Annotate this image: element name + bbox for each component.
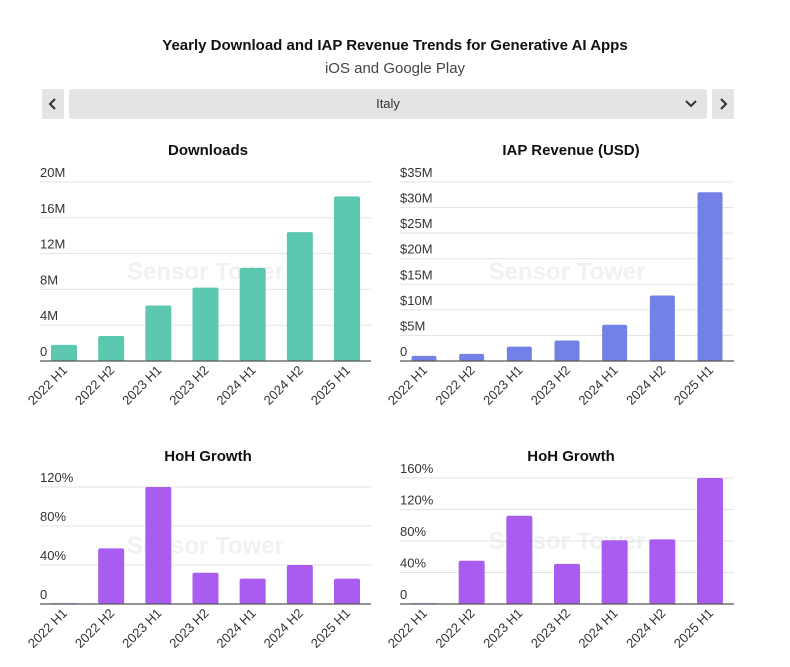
x-tick-label: 2022 H2 bbox=[432, 606, 477, 651]
y-tick-label: $25M bbox=[400, 216, 433, 231]
bar-2023-h1[interactable] bbox=[506, 346, 532, 361]
bar-2023-h1[interactable] bbox=[145, 305, 172, 361]
y-tick-label: 0 bbox=[40, 587, 47, 602]
chart-title: HoH Growth bbox=[527, 448, 615, 465]
y-tick-label: $20M bbox=[400, 242, 433, 257]
y-tick-label: 120% bbox=[40, 470, 74, 485]
x-tick-label: 2023 H2 bbox=[528, 363, 573, 408]
bar-2022-h2[interactable] bbox=[458, 560, 485, 604]
x-tick-label: 2022 H1 bbox=[25, 606, 70, 651]
bar-2023-h1[interactable] bbox=[506, 515, 533, 604]
y-tick-label: 160% bbox=[400, 461, 434, 476]
bar-2024-h2[interactable] bbox=[649, 295, 675, 361]
x-tick-label: 2023 H1 bbox=[480, 363, 525, 408]
y-tick-label: 40% bbox=[400, 556, 426, 571]
chevron-left-icon bbox=[48, 98, 56, 110]
bar-2022-h1[interactable] bbox=[51, 344, 77, 361]
x-tick-label: 2024 H2 bbox=[261, 363, 306, 408]
bar-2024-h2[interactable] bbox=[649, 539, 676, 604]
chevron-right-icon bbox=[720, 98, 728, 110]
bar-2025-h1[interactable] bbox=[697, 192, 723, 361]
x-tick-label: 2024 H1 bbox=[213, 363, 258, 408]
bar-2022-h2[interactable] bbox=[98, 548, 125, 604]
chart-title: Downloads bbox=[168, 142, 248, 159]
y-tick-label: 0 bbox=[40, 344, 47, 359]
y-tick-label: 80% bbox=[400, 524, 426, 539]
country-select-value: Italy bbox=[376, 96, 400, 111]
y-tick-label: 80% bbox=[40, 509, 66, 524]
bar-2024-h1[interactable] bbox=[602, 324, 628, 361]
x-tick-label: 2025 H1 bbox=[671, 363, 716, 408]
bar-2024-h2[interactable] bbox=[286, 565, 313, 604]
watermark: Sensor Tower bbox=[489, 259, 646, 286]
x-tick-label: 2024 H1 bbox=[575, 363, 620, 408]
x-tick-label: 2022 H1 bbox=[385, 606, 430, 651]
country-select[interactable]: Italy bbox=[69, 89, 707, 119]
x-tick-label: 2025 H1 bbox=[671, 606, 716, 651]
bar-2024-h1[interactable] bbox=[239, 578, 266, 604]
bar-2024-h1[interactable] bbox=[239, 267, 266, 361]
bar-2023-h2[interactable] bbox=[554, 563, 580, 604]
bar-2024-h1[interactable] bbox=[601, 540, 628, 604]
x-tick-label: 2023 H1 bbox=[119, 606, 164, 651]
y-tick-label: $30M bbox=[400, 191, 433, 206]
bar-2025-h1[interactable] bbox=[697, 478, 723, 604]
chart-title: HoH Growth bbox=[164, 448, 252, 465]
x-tick-label: 2025 H1 bbox=[308, 363, 353, 408]
x-tick-label: 2023 H1 bbox=[119, 363, 164, 408]
y-tick-label: 16M bbox=[40, 201, 65, 216]
bar-2024-h2[interactable] bbox=[286, 232, 313, 361]
chart-title: IAP Revenue (USD) bbox=[502, 142, 639, 159]
bar-2025-h1[interactable] bbox=[334, 578, 360, 604]
bar-2025-h1[interactable] bbox=[334, 196, 360, 361]
bar-2022-h1[interactable] bbox=[411, 355, 437, 361]
x-tick-label: 2023 H1 bbox=[480, 606, 525, 651]
x-tick-label: 2022 H2 bbox=[72, 606, 117, 651]
y-tick-label: $5M bbox=[400, 318, 425, 333]
y-tick-label: 0 bbox=[400, 587, 407, 602]
y-tick-label: 12M bbox=[40, 237, 65, 252]
y-tick-label: 0 bbox=[400, 344, 407, 359]
x-tick-label: 2023 H2 bbox=[528, 606, 573, 651]
y-tick-label: $15M bbox=[400, 267, 433, 282]
previous-button[interactable] bbox=[42, 89, 64, 119]
x-tick-label: 2022 H1 bbox=[385, 363, 430, 408]
y-tick-label: 8M bbox=[40, 272, 58, 287]
bar-2023-h2[interactable] bbox=[554, 340, 580, 361]
page-subtitle: iOS and Google Play bbox=[324, 60, 466, 77]
x-tick-label: 2022 H2 bbox=[432, 363, 477, 408]
page-title: Yearly Download and IAP Revenue Trends f… bbox=[162, 37, 628, 54]
x-tick-label: 2022 H2 bbox=[72, 363, 117, 408]
iap-revenue-chart: IAP Revenue (USD) Sensor Tower 0 $5M $10M $15… bbox=[385, 142, 734, 408]
x-tick-label: 2023 H2 bbox=[166, 606, 211, 651]
y-tick-label: $35M bbox=[400, 165, 433, 180]
bar-2023-h1[interactable] bbox=[145, 487, 172, 604]
x-tick-label: 2024 H2 bbox=[261, 606, 306, 651]
y-tick-label: $10M bbox=[400, 293, 433, 308]
y-tick-label: 4M bbox=[40, 308, 58, 323]
bar-2022-h2[interactable] bbox=[98, 335, 125, 361]
next-button[interactable] bbox=[712, 89, 734, 119]
x-tick-label: 2024 H2 bbox=[623, 606, 668, 651]
x-tick-label: 2024 H1 bbox=[575, 606, 620, 651]
chevron-down-icon bbox=[685, 100, 697, 108]
x-tick-label: 2022 H1 bbox=[25, 363, 70, 408]
y-tick-label: 120% bbox=[400, 493, 434, 508]
bar-2023-h2[interactable] bbox=[192, 287, 219, 361]
bar-2023-h2[interactable] bbox=[192, 572, 219, 604]
x-tick-label: 2024 H1 bbox=[213, 606, 258, 651]
y-tick-label: 40% bbox=[40, 548, 66, 563]
bar-2022-h2[interactable] bbox=[459, 353, 485, 361]
x-tick-label: 2023 H2 bbox=[166, 363, 211, 408]
y-tick-label: 20M bbox=[40, 165, 65, 180]
x-tick-label: 2024 H2 bbox=[623, 363, 668, 408]
x-tick-label: 2025 H1 bbox=[308, 606, 353, 651]
